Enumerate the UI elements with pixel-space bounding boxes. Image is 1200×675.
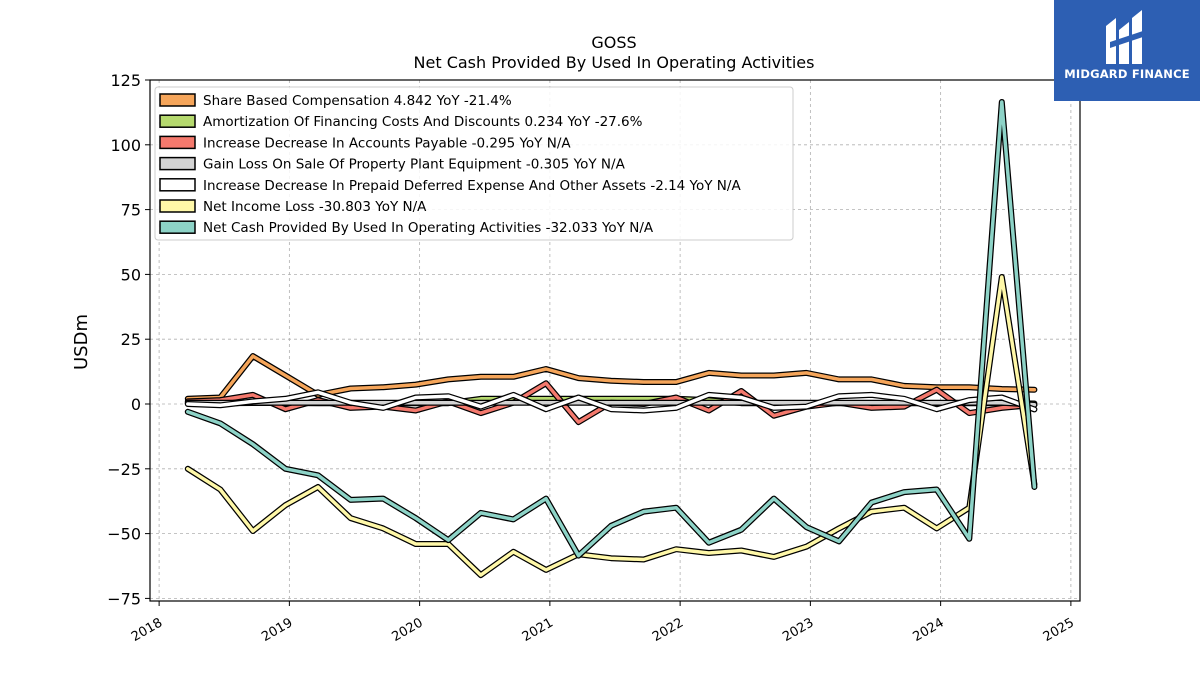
series-line: [186, 100, 1037, 558]
legend-swatch: [159, 93, 196, 107]
legend-swatch: [159, 178, 196, 192]
x-tick-label: 2023: [780, 615, 816, 645]
legend: Share Based Compensation 4.842 YoY -21.4…: [154, 86, 794, 241]
chart-title: GOSS: [591, 33, 636, 52]
series-line: [186, 390, 1037, 413]
brand-name: MIDGARD FINANCE: [1064, 67, 1190, 81]
x-tick-label: 2024: [910, 615, 946, 645]
y-tick-label: 100: [110, 136, 141, 155]
y-tick-label: 0: [131, 395, 141, 414]
chart-subtitle: Net Cash Provided By Used In Operating A…: [414, 53, 815, 72]
legend-label: Net Income Loss -30.803 YoY N/A: [203, 199, 427, 215]
plot-frame: [149, 79, 1081, 602]
legend-label: Amortization Of Financing Costs And Disc…: [203, 114, 643, 130]
series-line-outline: [184, 274, 1038, 579]
legend-swatch: [159, 156, 196, 171]
brand-logo: MIDGARD FINANCE: [1054, 0, 1200, 101]
legend-swatch: [159, 220, 196, 234]
x-tick-label: 2025: [1041, 615, 1077, 645]
y-tick-label: 25: [121, 330, 141, 349]
y-tick-label: −75: [107, 589, 141, 608]
y-tick-label: 50: [121, 265, 141, 284]
series-line: [186, 400, 1037, 407]
legend-swatch: [159, 199, 196, 213]
series-line: [186, 275, 1037, 577]
y-axis-label: USDm: [71, 314, 92, 370]
legend-label: Net Cash Provided By Used In Operating A…: [203, 220, 654, 236]
y-tick-label: −50: [107, 525, 141, 544]
legend-label: Gain Loss On Sale Of Property Plant Equi…: [203, 157, 626, 173]
legend-swatch: [159, 114, 196, 128]
legend-swatch: [159, 135, 196, 150]
x-tick-label: 2020: [389, 615, 425, 645]
series-lines: [184, 99, 1038, 579]
x-tick-label: 2019: [259, 615, 295, 645]
legend-label: Increase Decrease In Accounts Payable -0…: [203, 135, 571, 151]
brand-mark-icon: [1106, 10, 1146, 64]
x-tick-label: 2021: [520, 615, 556, 645]
y-tick-label: 75: [121, 201, 141, 220]
y-tick-label: 125: [110, 71, 141, 90]
y-tick-label: −25: [107, 460, 141, 479]
legend-label: Increase Decrease In Prepaid Deferred Ex…: [203, 178, 741, 194]
legend-label: Share Based Compensation 4.842 YoY -21.4…: [203, 93, 512, 109]
x-tick-label: 2018: [129, 615, 165, 645]
legend-box: [154, 86, 794, 241]
x-tick-label: 2022: [650, 615, 686, 645]
